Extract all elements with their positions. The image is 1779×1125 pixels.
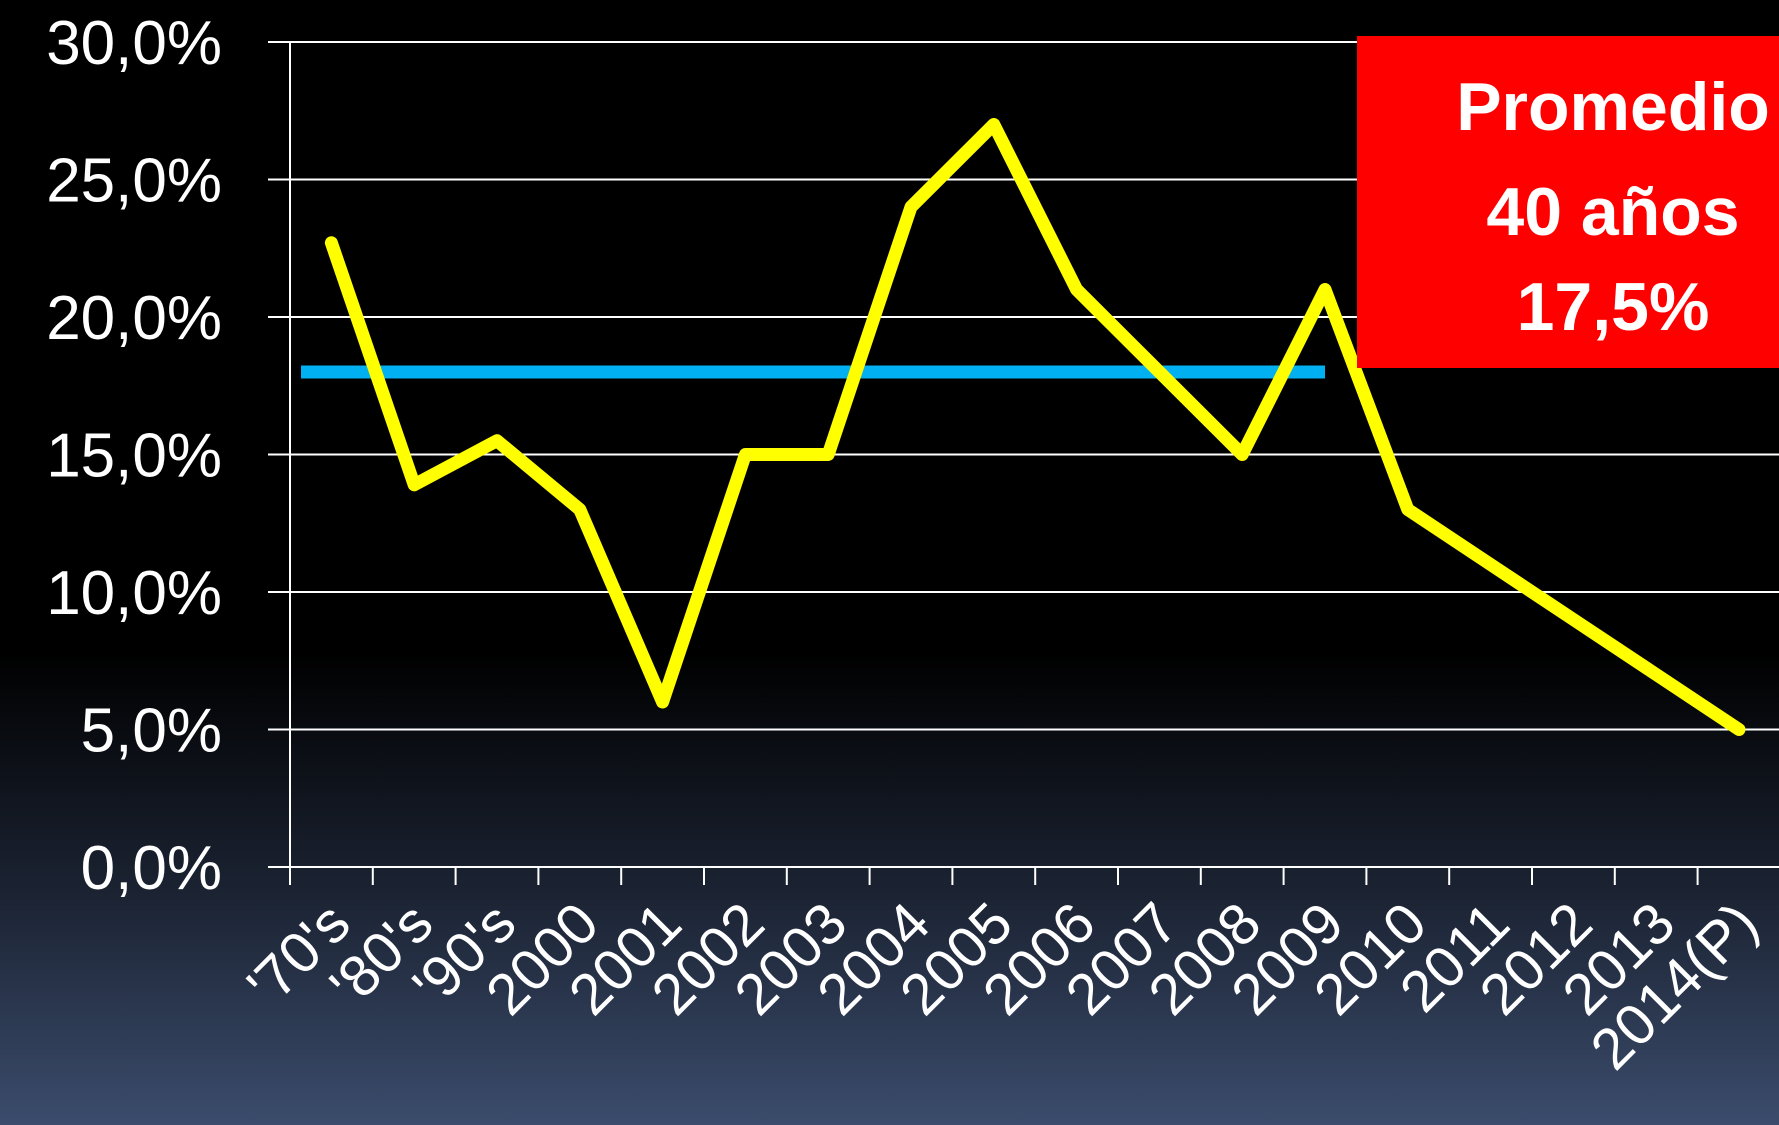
callout-box (1357, 36, 1779, 368)
data-point (1241, 453, 1244, 456)
y-tick-label: 15,0% (46, 422, 222, 491)
y-tick-label: 30,0% (46, 9, 222, 78)
data-point (1655, 673, 1658, 676)
y-tick-label: 0,0% (81, 834, 222, 903)
data-point (1738, 728, 1740, 731)
y-axis-tick-labels: 0,0% 5,0% 10,0% 15,0% 20,0% 25,0% 30,0% (46, 9, 222, 903)
data-point (1075, 288, 1078, 291)
data-point (1406, 508, 1409, 511)
callout-line: 17,5% (1517, 269, 1710, 345)
data-point (744, 453, 747, 456)
callout-line: 40 años (1486, 174, 1739, 250)
data-point (330, 241, 333, 244)
data-point (578, 508, 581, 511)
growth-series-line (324, 118, 1746, 736)
data-point (413, 483, 416, 486)
data-point (1158, 371, 1161, 373)
data-point (661, 701, 664, 703)
average-callout: Promedio 40 años 17,5% (1357, 36, 1779, 368)
data-point (992, 123, 995, 126)
data-point (827, 453, 830, 456)
y-tick-label: 5,0% (81, 697, 222, 766)
series-lines (301, 118, 1746, 736)
y-tick-label: 25,0% (46, 147, 222, 216)
y-tick-label: 20,0% (46, 284, 222, 353)
callout-line: Promedio (1456, 69, 1770, 145)
data-point (1489, 563, 1492, 566)
data-point (496, 439, 498, 442)
data-point (1324, 288, 1326, 291)
x-axis-tick-labels: '70's'80's'90's2000200120022003200420052… (235, 890, 1770, 1082)
data-point (910, 206, 912, 208)
y-tick-label: 10,0% (46, 559, 222, 628)
data-point (1572, 618, 1575, 621)
axes (268, 42, 1779, 885)
